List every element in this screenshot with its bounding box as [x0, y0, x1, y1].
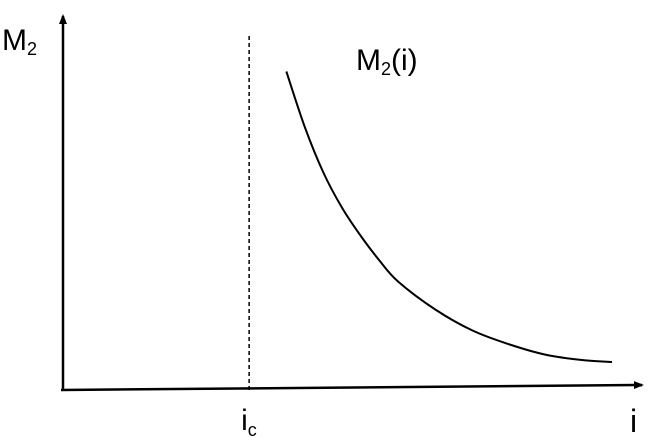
x-tick-label-ic: ic: [241, 404, 257, 440]
y-axis-label-sub: 2: [27, 39, 37, 59]
y-axis-label: M2: [2, 24, 37, 59]
x-axis-label: i: [630, 403, 637, 439]
y-axis-label-main: M: [2, 24, 27, 57]
x-axis: [60, 381, 644, 392]
x-tick-label-sub: c: [248, 420, 257, 440]
curve-annotation-sub: 2: [381, 59, 391, 79]
series-m2-curve: [285, 71, 613, 363]
curve-annotation-suffix: (i): [391, 44, 418, 77]
curve-annotation-main: M: [356, 44, 381, 77]
x-tick-label-main: i: [241, 404, 248, 437]
curve-annotation: M2(i): [356, 44, 418, 79]
